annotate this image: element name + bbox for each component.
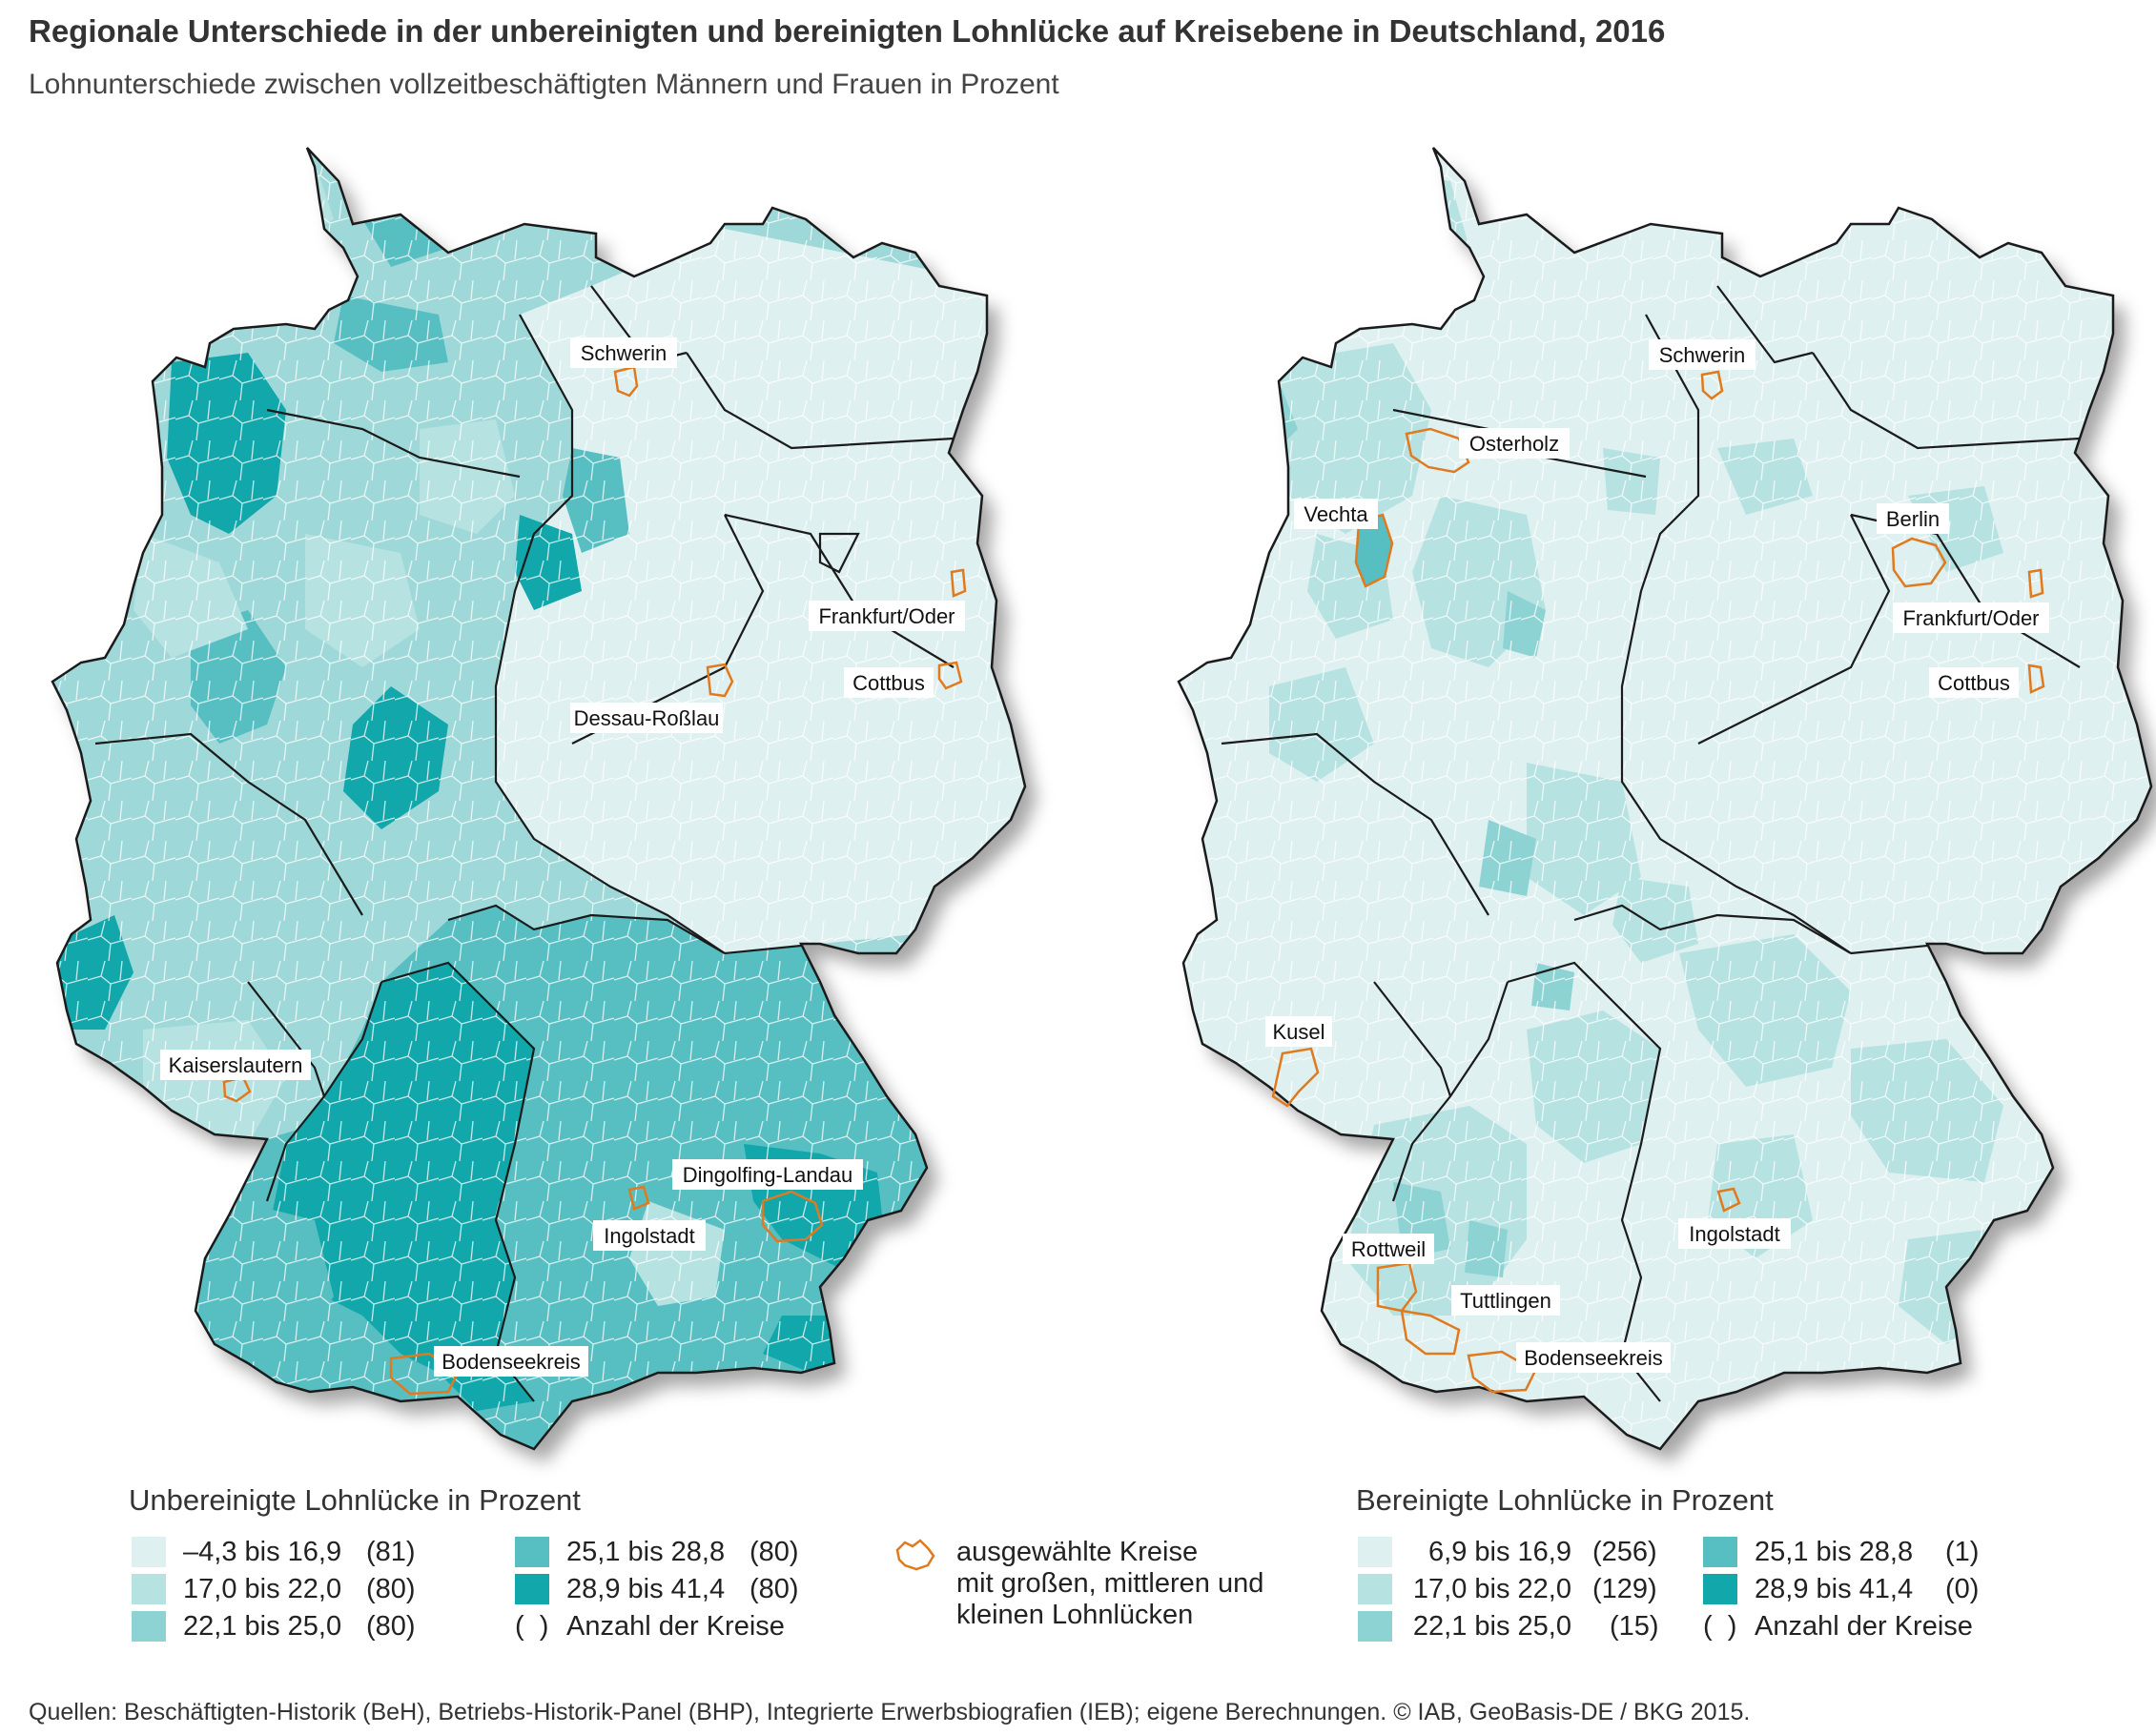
legend-count: (80) xyxy=(749,1573,799,1604)
label-frankfurt-oder: Frankfurt/Oder xyxy=(818,604,955,628)
label-dessau-rosslau: Dessau-Roßlau xyxy=(574,706,720,730)
legend-paren-symbol: ( ) xyxy=(1703,1610,1737,1642)
maps-canvas: Schwerin Frankfurt/Oder Cottbus Dessau-R… xyxy=(51,146,2153,1451)
selected-legend-line-3: kleinen Lohnlücken xyxy=(956,1600,1194,1630)
legend-swatch xyxy=(132,1574,166,1604)
legend-left-count-note: ( ) Anzahl der Kreise xyxy=(515,1610,785,1643)
legend-right-row-4: 25,1 bis 28,8 (1) xyxy=(1703,1536,1979,1568)
legend-count: (81) xyxy=(366,1536,416,1567)
label-rottweil: Rottweil xyxy=(1351,1237,1426,1261)
legend-swatch xyxy=(1703,1537,1737,1567)
legend-left-row-2: 17,0 bis 22,0 (80) xyxy=(132,1573,416,1605)
legend-paren-symbol: ( ) xyxy=(515,1610,549,1642)
selected-districts-right xyxy=(1271,370,2045,1394)
legend-left-row-3: 22,1 bis 25,0 (80) xyxy=(132,1610,416,1643)
chart-subtitle: Lohnunterschiede zwischen vollzeitbeschä… xyxy=(29,69,1059,100)
legend-left-row-1: –4,3 bis 16,9 (81) xyxy=(132,1536,416,1568)
label-kusel: Kusel xyxy=(1272,1020,1324,1044)
label-osterholz: Osterholz xyxy=(1469,432,1559,456)
legend-range: 6,9 bis 16,9 xyxy=(1428,1536,1571,1567)
legend-count: (0) xyxy=(1945,1573,1980,1604)
legend-swatch xyxy=(1703,1574,1737,1604)
label-schwerin-r: Schwerin xyxy=(1659,343,1745,367)
labels-left: Schwerin Frankfurt/Oder Cottbus Dessau-R… xyxy=(160,337,965,1377)
legend-count: (256) xyxy=(1592,1536,1657,1567)
legend-right-count-note: ( ) Anzahl der Kreise xyxy=(1703,1610,1973,1643)
selected-legend-line-1: ausgewählte Kreise xyxy=(956,1537,1199,1567)
chart-title: Regionale Unterschiede in der unbereinig… xyxy=(29,13,1666,49)
label-ingolstadt-r: Ingolstadt xyxy=(1689,1222,1779,1246)
label-kaiserslautern: Kaiserslautern xyxy=(169,1053,303,1077)
legend-range: 25,1 bis 28,8 xyxy=(1755,1536,1914,1567)
selected-districts-left xyxy=(222,365,967,1396)
legend-range: 17,0 bis 22,0 xyxy=(1412,1573,1571,1604)
label-frankfurt-oder-r: Frankfurt/Oder xyxy=(1902,606,2039,630)
selected-legend-line-2: mit großen, mittleren und xyxy=(956,1568,1264,1599)
legend-swatch xyxy=(515,1574,549,1604)
legend-swatch xyxy=(132,1537,166,1567)
legend-range: 22,1 bis 25,0 xyxy=(1412,1610,1571,1642)
legend-right-row-3: 22,1 bis 25,0 (15) xyxy=(1358,1610,1659,1643)
legend-count: (80) xyxy=(366,1573,416,1604)
legend-left-row-5: 28,9 bis 41,4 (80) xyxy=(515,1573,799,1605)
label-vechta: Vechta xyxy=(1304,502,1368,526)
legend-right-row-5: 28,9 bis 41,4 (0) xyxy=(1703,1573,1979,1605)
legend-range: 28,9 bis 41,4 xyxy=(1755,1573,1914,1604)
label-cottbus-r: Cottbus xyxy=(1938,671,2010,695)
legend-left-title: Unbereinigte Lohnlücke in Prozent xyxy=(129,1483,581,1517)
legend-swatch xyxy=(1358,1574,1392,1604)
label-ingolstadt: Ingolstadt xyxy=(604,1224,694,1248)
legend-count-note: Anzahl der Kreise xyxy=(1755,1610,1973,1642)
legend-right-title: Bereinigte Lohnlücke in Prozent xyxy=(1356,1483,1774,1517)
legend-count: (129) xyxy=(1592,1573,1657,1604)
source-note: Quellen: Beschäftigten-Historik (BeH), B… xyxy=(29,1699,1751,1725)
legend-right-row-1: 6,9 bis 16,9 (256) xyxy=(1358,1536,1657,1568)
labels-right: Schwerin Osterholz Vechta Berlin Frankfu… xyxy=(1265,339,2049,1373)
legend-range: 22,1 bis 25,0 xyxy=(183,1610,342,1642)
legend-right-row-2: 17,0 bis 22,0 (129) xyxy=(1358,1573,1657,1605)
legend-range: 17,0 bis 22,0 xyxy=(183,1573,342,1604)
legend-count: (80) xyxy=(366,1610,416,1642)
legend-left-row-4: 25,1 bis 28,8 (80) xyxy=(515,1536,799,1568)
label-schwerin: Schwerin xyxy=(581,341,667,365)
legend-count-note: Anzahl der Kreise xyxy=(566,1610,785,1642)
legend-swatch xyxy=(515,1537,549,1567)
legend-swatch xyxy=(132,1611,166,1642)
legend-swatch xyxy=(1358,1611,1392,1642)
legend-count: (80) xyxy=(749,1536,799,1567)
label-cottbus: Cottbus xyxy=(852,671,925,695)
label-tuttlingen: Tuttlingen xyxy=(1460,1289,1551,1313)
map-bereinigt: Schwerin Osterholz Vechta Berlin Frankfu… xyxy=(1177,146,2153,1451)
selected-district-outline-icon xyxy=(895,1539,935,1571)
label-bodenseekreis: Bodenseekreis xyxy=(441,1350,581,1374)
legend-range: 25,1 bis 28,8 xyxy=(566,1536,726,1567)
label-dingolfing-landau: Dingolfing-Landau xyxy=(683,1163,853,1187)
label-berlin: Berlin xyxy=(1886,507,1940,531)
legend-range: 28,9 bis 41,4 xyxy=(566,1573,726,1604)
map-unbereinigt: Schwerin Frankfurt/Oder Cottbus Dessau-R… xyxy=(51,146,1027,1451)
legend-range: –4,3 bis 16,9 xyxy=(183,1536,342,1567)
legend-count: (15) xyxy=(1610,1610,1659,1642)
legend-swatch xyxy=(1358,1537,1392,1567)
label-bodenseekreis-r: Bodenseekreis xyxy=(1524,1346,1663,1370)
legend-count: (1) xyxy=(1945,1536,1980,1567)
selected-districts-legend: ausgewählte Kreise mit großen, mittleren… xyxy=(892,1537,1263,1631)
